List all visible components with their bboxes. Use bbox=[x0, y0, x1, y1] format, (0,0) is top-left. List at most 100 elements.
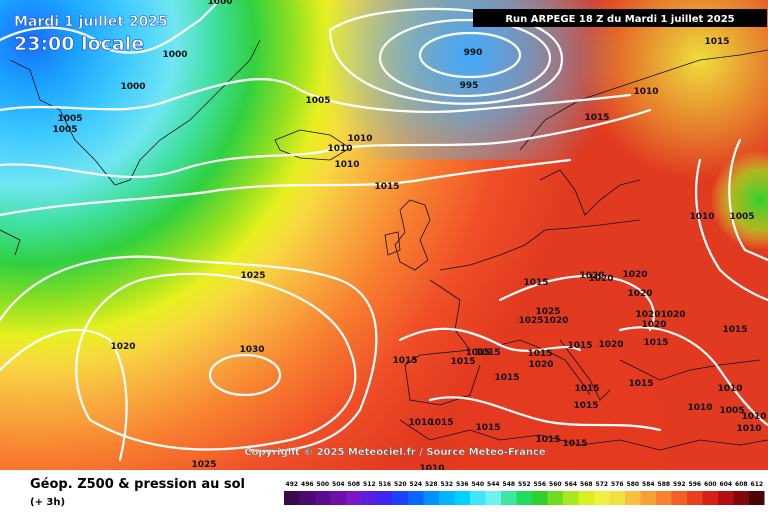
run-info-box bbox=[473, 9, 767, 27]
footer-title: Géop. Z500 & pression au sol bbox=[30, 477, 245, 492]
pressure-label: 1010 bbox=[327, 144, 352, 154]
legend-label: 600 bbox=[704, 481, 717, 488]
legend-label: 532 bbox=[441, 481, 454, 488]
legend-swatch bbox=[609, 491, 625, 505]
legend-label: 500 bbox=[317, 481, 330, 488]
canada-coast bbox=[0, 229, 21, 256]
date-label: Mardi 1 juillet 2025 bbox=[14, 14, 168, 30]
legend-swatch bbox=[470, 491, 486, 505]
legend-label: 524 bbox=[410, 481, 423, 488]
time-label: 23:00 locale bbox=[14, 33, 144, 55]
pressure-label: 1015 bbox=[475, 348, 500, 358]
iberia-coast bbox=[404, 279, 481, 406]
legend-label: 548 bbox=[503, 481, 516, 488]
pressure-label: 1000 bbox=[162, 50, 187, 60]
isobar-1030 bbox=[208, 353, 282, 397]
pressure-label: 1010 bbox=[633, 87, 658, 97]
pressure-label: 1015 bbox=[574, 384, 599, 394]
legend-label: 552 bbox=[518, 481, 531, 488]
isobar-1020-europe bbox=[398, 327, 582, 352]
legend-label: 608 bbox=[735, 481, 748, 488]
isobar-1010-east bbox=[694, 158, 768, 302]
pressure-label: 1015 bbox=[722, 325, 747, 335]
isobar-995 bbox=[378, 18, 552, 98]
legend-swatch bbox=[718, 491, 734, 505]
legend-swatch bbox=[671, 491, 687, 505]
isobar-1025-inner bbox=[75, 272, 357, 451]
legend-swatch bbox=[423, 491, 439, 505]
legend-label: 592 bbox=[673, 481, 686, 488]
pressure-label: 1025 bbox=[518, 316, 543, 326]
pressure-label: 1015 bbox=[428, 418, 453, 428]
pressure-label: 1020 bbox=[579, 271, 604, 281]
legend-swatch bbox=[749, 491, 765, 505]
pressure-label: 1020 bbox=[543, 316, 568, 326]
legend-swatch bbox=[687, 491, 703, 505]
isobar-1010 bbox=[0, 108, 652, 178]
pressure-label: 1015 bbox=[573, 401, 598, 411]
pressure-label: 1000 bbox=[120, 82, 145, 92]
legend-swatch bbox=[485, 491, 501, 505]
legend-label: 572 bbox=[596, 481, 609, 488]
legend-label: 504 bbox=[332, 481, 345, 488]
legend-swatch bbox=[547, 491, 563, 505]
legend-swatch bbox=[501, 491, 517, 505]
legend-label: 588 bbox=[658, 481, 671, 488]
north-africa-coast bbox=[399, 419, 768, 451]
legend-label: 584 bbox=[642, 481, 655, 488]
legend-swatch bbox=[284, 491, 300, 505]
pressure-label: 1015 bbox=[628, 379, 653, 389]
legend-swatch bbox=[656, 491, 672, 505]
pressure-label: 1015 bbox=[374, 182, 399, 192]
legend-swatch bbox=[640, 491, 656, 505]
pressure-label: 1005 bbox=[52, 125, 77, 135]
legend-swatch bbox=[346, 491, 362, 505]
coastlines bbox=[0, 39, 768, 451]
pressure-label: 1025 bbox=[191, 460, 216, 470]
isobar-1005 bbox=[0, 78, 632, 113]
legend-label: 544 bbox=[487, 481, 500, 488]
legend-label: 492 bbox=[286, 481, 299, 488]
pressure-label: 1015 bbox=[465, 348, 490, 358]
scandinavia-north-coast bbox=[519, 49, 768, 151]
great-britain-coast bbox=[394, 199, 431, 271]
legend-swatch bbox=[361, 491, 377, 505]
pressure-label: 1010 bbox=[741, 412, 766, 422]
legend-label: 596 bbox=[689, 481, 702, 488]
legend-label: 576 bbox=[611, 481, 624, 488]
legend-swatch bbox=[315, 491, 331, 505]
legend-label: 516 bbox=[379, 481, 392, 488]
pressure-label: 1020 bbox=[641, 320, 666, 330]
pressure-label: 1015 bbox=[562, 439, 587, 449]
pressure-label: 1020 bbox=[622, 270, 647, 280]
southern-heat-shading bbox=[380, 260, 768, 470]
legend-label: 540 bbox=[472, 481, 485, 488]
pressure-label: 1015 bbox=[450, 357, 475, 367]
legend-swatch bbox=[594, 491, 610, 505]
legend-label: 508 bbox=[348, 481, 361, 488]
legend-swatch bbox=[516, 491, 532, 505]
pressure-label: 1030 bbox=[239, 345, 264, 355]
pressure-label: 1015 bbox=[584, 113, 609, 123]
pressure-label: 1015 bbox=[527, 349, 552, 359]
pressure-label: 1010 bbox=[736, 424, 761, 434]
pressure-label: 1020 bbox=[627, 289, 652, 299]
pressure-label: 1020 bbox=[588, 274, 613, 284]
legend-label: 556 bbox=[534, 481, 547, 488]
legend-swatch bbox=[454, 491, 470, 505]
pressure-label: 1010 bbox=[408, 418, 433, 428]
pressure-label: 1010 bbox=[689, 212, 714, 222]
legend-label: 520 bbox=[394, 481, 407, 488]
pressure-label: 1005 bbox=[57, 114, 82, 124]
pressure-label: 1010 bbox=[347, 134, 372, 144]
pressure-label: 1010 bbox=[717, 384, 742, 394]
isobar-990 bbox=[418, 31, 522, 79]
pressure-label: 1010 bbox=[419, 464, 444, 474]
pressure-label: 1005 bbox=[729, 212, 754, 222]
pressure-label: 1015 bbox=[704, 37, 729, 47]
pressure-label: 1020 bbox=[110, 342, 135, 352]
legend-swatch bbox=[532, 491, 548, 505]
legend-label: 512 bbox=[363, 481, 376, 488]
legend-label: 564 bbox=[565, 481, 578, 488]
